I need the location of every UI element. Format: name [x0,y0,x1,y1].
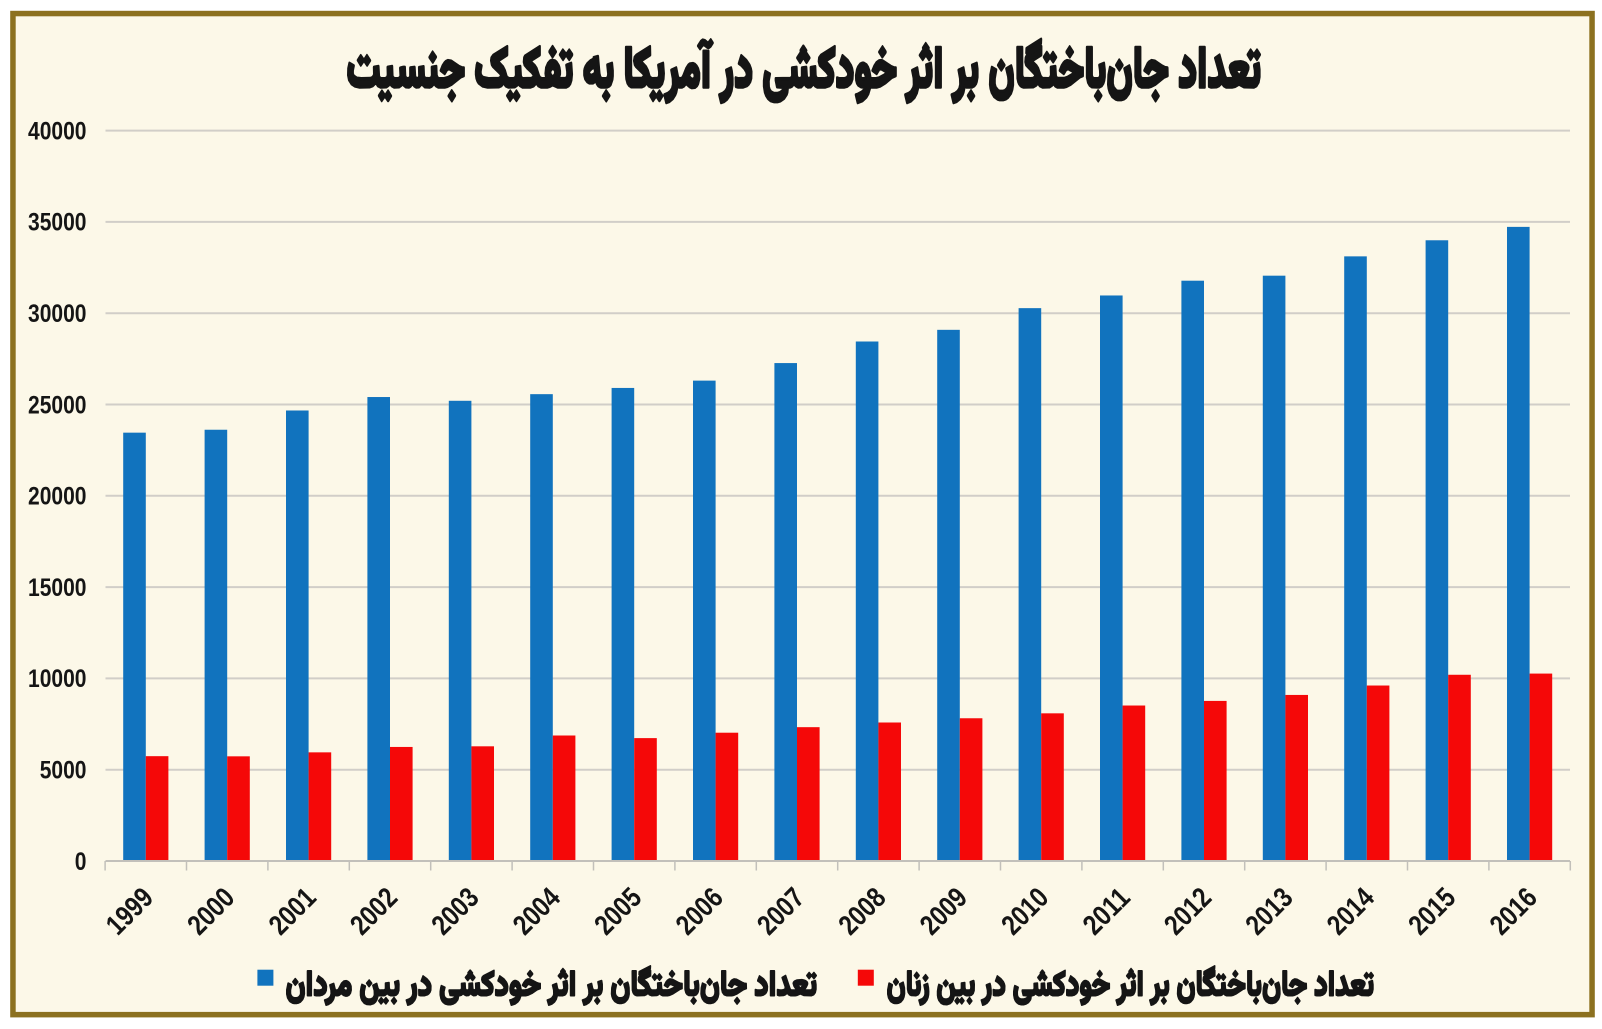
svg-text:40000: 40000 [28,117,87,145]
svg-text:20000: 20000 [28,483,87,511]
svg-text:0: 0 [75,848,87,876]
svg-text:15000: 15000 [28,574,87,602]
svg-text:30000: 30000 [28,300,87,328]
svg-text:25000: 25000 [28,391,87,419]
svg-text:5000: 5000 [40,757,87,785]
svg-text:10000: 10000 [28,665,87,693]
svg-text:35000: 35000 [28,209,87,237]
